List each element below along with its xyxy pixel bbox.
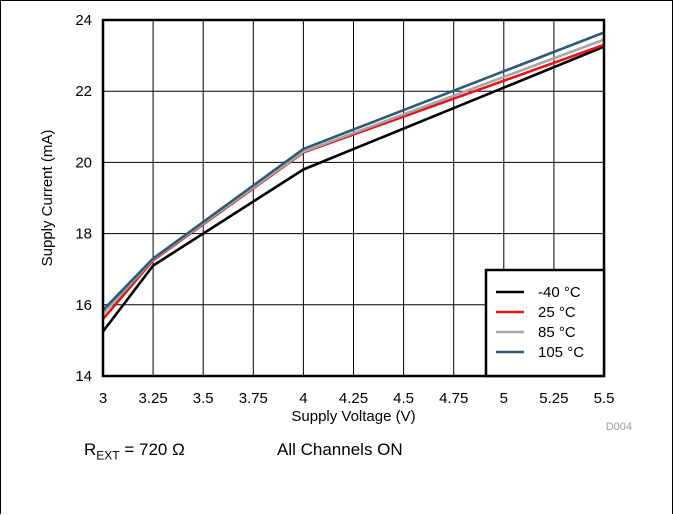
rext-subscript: EXT — [96, 448, 120, 463]
legend-label: 105 °C — [538, 344, 584, 361]
legend-label: -40 °C — [538, 284, 581, 301]
plot-border — [101, 18, 606, 378]
x-tick-label: 3.75 — [239, 390, 268, 407]
rext-value: = 720 Ω — [119, 440, 185, 459]
x-tick-label: 5.25 — [539, 390, 568, 407]
y-tick-label: 16 — [75, 297, 92, 314]
figure-id: D004 — [606, 421, 632, 430]
y-tick-label: 22 — [75, 83, 92, 100]
channels-note: All Channels ON — [277, 440, 403, 459]
x-tick-label: 3.5 — [193, 390, 214, 407]
x-tick-label: 4.5 — [393, 390, 414, 407]
x-tick-label: 3.25 — [138, 390, 167, 407]
y-tick-label: 14 — [75, 368, 92, 385]
series-lines — [101, 31, 605, 333]
x-tick-label: 4.75 — [439, 390, 468, 407]
x-tick-label: 5.5 — [594, 390, 615, 407]
y-tick-labels: 14 16 18 20 22 24 — [75, 12, 92, 385]
x-tick-label: 4 — [299, 390, 307, 407]
y-axis-label: Supply Current (mA) — [39, 130, 56, 267]
legend-box — [484, 268, 606, 378]
rext-note: REXT = 720 Ω — [84, 440, 185, 462]
series-line-3 — [102, 31, 605, 312]
x-tick-labels: 3 3.25 3.5 3.75 4 4.25 4.5 4.75 5 5.25 5.5 — [99, 390, 615, 407]
y-tick-label: 20 — [75, 154, 92, 171]
legend: -40 °C 25 °C 85 °C 105 °C — [484, 268, 606, 378]
series-line-2 — [102, 38, 605, 315]
x-tick-label: 5 — [500, 390, 508, 407]
legend-label: 25 °C — [538, 304, 576, 321]
legend-label: 85 °C — [538, 324, 576, 341]
y-tick-label: 18 — [75, 226, 92, 243]
x-tick-label: 4.25 — [339, 390, 368, 407]
x-axis-label: Supply Voltage (V) — [291, 408, 415, 425]
y-tick-label: 24 — [75, 12, 92, 29]
rext-label: R — [84, 440, 97, 459]
supply-current-chart: 3 3.25 3.5 3.75 4 4.25 4.5 4.75 5 5.25 5.5 14 16 18 2… — [39, 12, 632, 430]
series-line-0 — [101, 45, 605, 333]
x-tick-label: 3 — [99, 390, 107, 407]
